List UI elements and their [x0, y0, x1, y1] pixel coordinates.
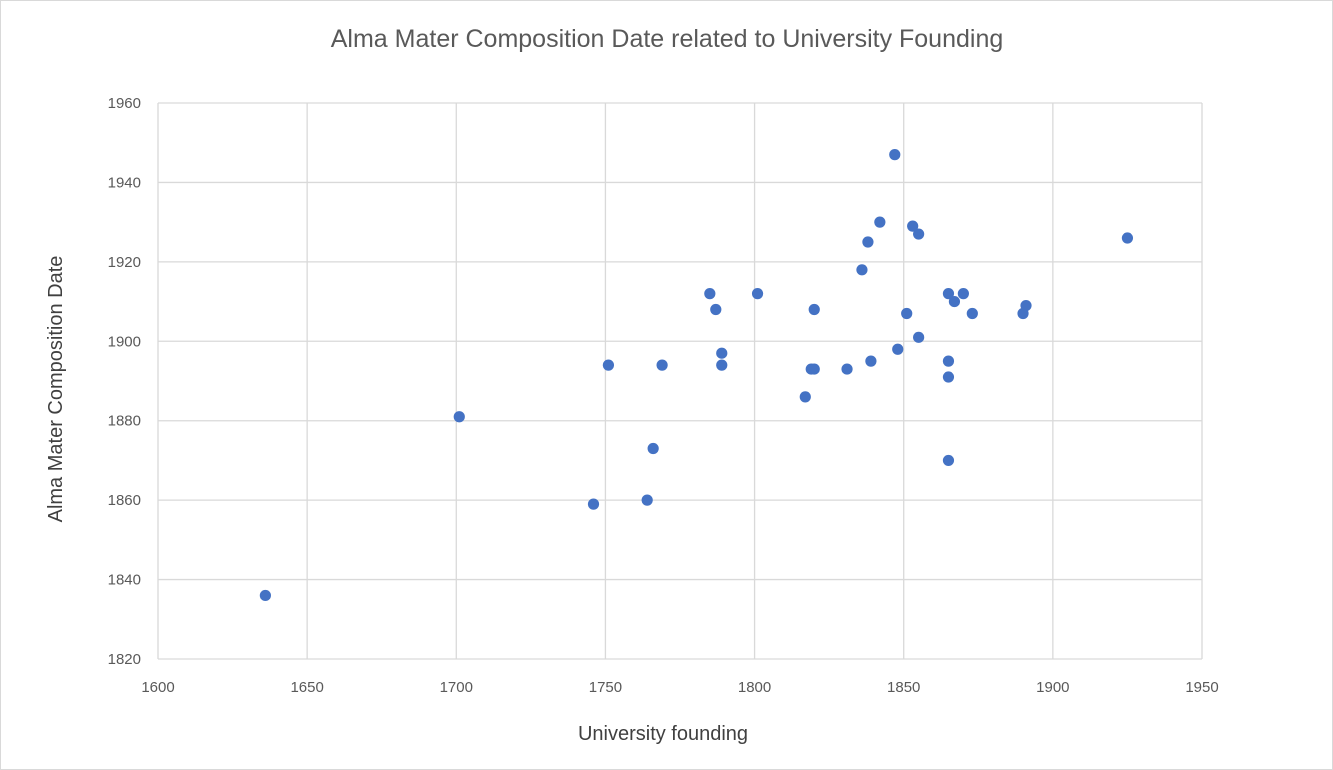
y-tick-label: 1860: [108, 492, 141, 509]
data-point: [1121, 232, 1134, 244]
x-tick-label: 1650: [290, 679, 323, 696]
x-tick-label: 1950: [1185, 679, 1218, 696]
data-point: [647, 442, 659, 455]
x-tick-label: 1850: [887, 679, 920, 696]
y-tick-label: 1900: [108, 333, 141, 350]
data-point: [942, 454, 955, 467]
y-tick-label: 1840: [108, 572, 141, 589]
x-tick-label: 1600: [141, 679, 174, 696]
data-point: [841, 363, 853, 375]
data-point: [453, 411, 465, 423]
y-axis-title: Alma Mater Composition Date: [45, 256, 67, 523]
data-point: [704, 288, 716, 300]
chart-title: Alma Mater Composition Date related to U…: [331, 25, 1004, 53]
data-point: [942, 371, 955, 383]
data-point: [710, 303, 722, 316]
data-point: [913, 228, 925, 240]
data-point: [716, 359, 728, 371]
x-tick-label: 1900: [1036, 679, 1069, 696]
data-point: [913, 331, 925, 343]
data-point: [966, 307, 978, 320]
data-point: [259, 589, 271, 602]
data-point: [808, 363, 820, 375]
data-point: [641, 494, 653, 506]
data-point: [874, 216, 886, 228]
data-point: [602, 359, 615, 371]
data-point: [656, 359, 668, 371]
x-tick-label: 1700: [440, 679, 473, 696]
data-point: [1020, 299, 1032, 312]
data-point: [957, 288, 969, 300]
data-point: [865, 355, 877, 367]
data-point: [716, 347, 728, 359]
data-point: [808, 303, 820, 316]
y-tick-label: 1920: [108, 254, 141, 271]
tick-labels: 1600 1650 1700 1750 1800 1850 1900 1950 1820 1840…: [108, 95, 1219, 696]
data-point: [856, 264, 868, 276]
data-points: [259, 149, 1134, 602]
x-tick-label: 1800: [738, 679, 771, 696]
data-point: [907, 220, 919, 232]
data-point: [892, 343, 904, 355]
y-tick-label: 1940: [108, 174, 141, 191]
data-point: [942, 355, 955, 367]
data-point: [799, 391, 811, 403]
x-tick-label: 1750: [589, 679, 622, 696]
y-tick-label: 1960: [108, 95, 141, 112]
x-axis-title: University founding: [578, 723, 748, 745]
y-tick-label: 1880: [108, 413, 141, 430]
data-point: [751, 288, 764, 300]
data-point: [901, 307, 913, 320]
data-point: [862, 236, 874, 248]
data-point: [587, 498, 600, 510]
data-point: [889, 149, 901, 161]
gridlines: [157, 102, 1203, 660]
data-point: [948, 295, 961, 308]
y-tick-label: 1820: [108, 651, 141, 668]
data-point: [942, 288, 955, 300]
